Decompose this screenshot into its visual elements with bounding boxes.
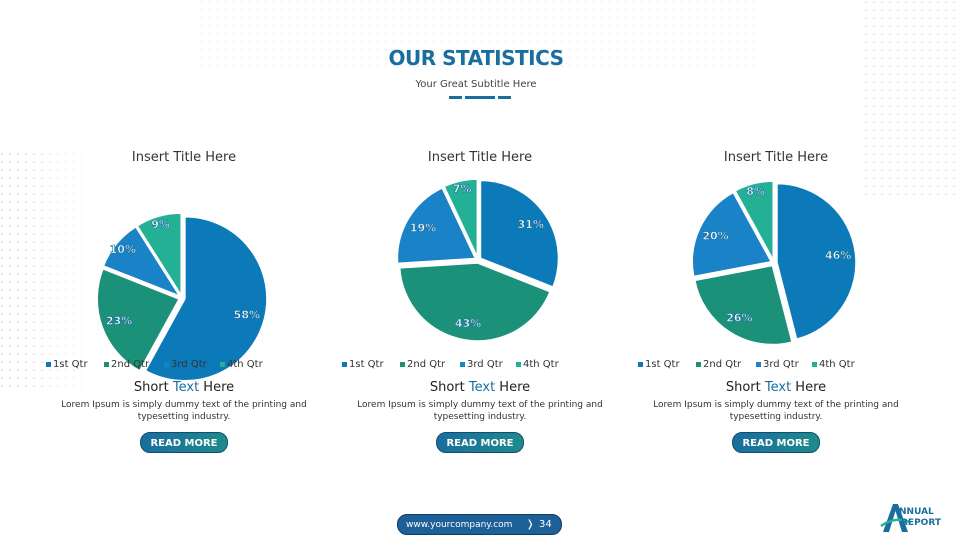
legend-swatch xyxy=(104,361,109,367)
legend-label: 2nd Qtr xyxy=(407,359,446,370)
title-underline-right xyxy=(498,96,511,99)
pie-slice xyxy=(144,215,268,382)
pie-slice xyxy=(734,180,775,261)
legend-swatch xyxy=(46,361,51,367)
legend-label: 3rd Qtr xyxy=(467,359,503,370)
legend-item: 4th Qtr xyxy=(516,359,559,370)
legend-item: 2nd Qtr xyxy=(696,359,741,370)
legend-item: 1st Qtr xyxy=(342,359,384,370)
pie-chart-3: 46% 26% 20% 8% xyxy=(691,180,857,346)
pie-chart-2: 31% 43% 19% 7% xyxy=(396,178,560,342)
stat-panel-3: Insert Title Here 46% 26% 20% 8% 1st Qtr 2nd… xyxy=(626,150,926,460)
panel-description: Lorem Ipsum is simply dummy text of the … xyxy=(61,400,307,422)
legend-swatch xyxy=(638,361,643,367)
legend-item: 3rd Qtr xyxy=(756,359,799,370)
legend-swatch xyxy=(696,361,701,367)
legend-swatch xyxy=(220,361,225,367)
legend-label: 4th Qtr xyxy=(227,359,263,370)
pie-slice xyxy=(479,179,560,289)
footer-bar: www.yourcompany.com ❭ 34 xyxy=(397,514,562,535)
data-label: 23% xyxy=(106,315,132,328)
legend-item: 1st Qtr xyxy=(46,359,88,370)
data-label: 19% xyxy=(410,222,436,235)
pie-slice xyxy=(691,191,773,278)
legend-label: 2nd Qtr xyxy=(703,359,742,370)
stat-panel-1: Insert Title Here 58% 23% 10% 9% 1st Qtr 2nd… xyxy=(34,150,334,460)
legend-label: 1st Qtr xyxy=(645,359,680,370)
panel-description: Lorem Ipsum is simply dummy text of the … xyxy=(653,400,899,422)
chevron-right-icon: ❭ xyxy=(526,519,535,530)
pie-slice xyxy=(443,178,479,258)
legend-label: 1st Qtr xyxy=(53,359,88,370)
legend-swatch xyxy=(812,361,817,367)
pie-slice xyxy=(398,262,552,342)
data-label: 43% xyxy=(455,317,481,330)
data-label: 7% xyxy=(453,183,472,196)
page-title: OUR STATISTICS xyxy=(388,46,564,70)
logo-text-line1: NNUAL xyxy=(899,507,934,517)
legend-item: 4th Qtr xyxy=(812,359,855,370)
data-label: 20% xyxy=(702,229,728,242)
chart-title: Insert Title Here xyxy=(723,150,829,165)
legend-item: 2nd Qtr xyxy=(104,359,149,370)
pie-slice xyxy=(776,182,857,341)
legend-swatch xyxy=(342,361,347,367)
chart-title: Insert Title Here xyxy=(427,150,533,165)
legend-label: 3rd Qtr xyxy=(763,359,799,370)
panel-heading: Short Text Here xyxy=(133,380,235,395)
read-more-button[interactable]: READ MORE xyxy=(140,432,228,453)
logo-a-icon xyxy=(880,504,910,532)
legend-item: 1st Qtr xyxy=(638,359,680,370)
pie-slice xyxy=(136,212,182,298)
pie-slice xyxy=(396,186,477,265)
data-label: 8% xyxy=(746,185,765,198)
pie-slice xyxy=(102,225,182,298)
chart-title: Insert Title Here xyxy=(131,150,237,165)
annual-report-logo: NNUAL REPORT xyxy=(880,498,955,536)
panel-description: Lorem Ipsum is simply dummy text of the … xyxy=(357,400,603,422)
legend-label: 2nd Qtr xyxy=(111,359,150,370)
pie-slice xyxy=(693,264,793,346)
stat-panel-2: Insert Title Here 31% 43% 19% 7% 1st Qtr 2nd… xyxy=(330,150,630,460)
page-subtitle: Your Great Subtitle Here xyxy=(415,79,537,90)
data-label: 9% xyxy=(151,218,170,231)
data-label: 10% xyxy=(110,243,136,256)
data-label: 26% xyxy=(726,312,752,325)
legend-swatch xyxy=(400,361,405,367)
title-underline-center xyxy=(465,96,495,99)
website-link[interactable]: www.yourcompany.com xyxy=(406,520,513,530)
data-label: 46% xyxy=(825,249,851,262)
legend-label: 4th Qtr xyxy=(819,359,855,370)
legend-item: 2nd Qtr xyxy=(400,359,445,370)
read-more-button[interactable]: READ MORE xyxy=(436,432,524,453)
legend-label: 4th Qtr xyxy=(523,359,559,370)
legend-swatch xyxy=(756,361,761,367)
legend-item: 4th Qtr xyxy=(220,359,263,370)
chart-legend: 1st Qtr 2nd Qtr 3rd Qtr 4th Qtr xyxy=(330,359,630,373)
legend-label: 3rd Qtr xyxy=(171,359,207,370)
chart-legend: 1st Qtr 2nd Qtr 3rd Qtr 4th Qtr xyxy=(626,359,926,373)
logo-text-line2: REPORT xyxy=(901,518,941,528)
legend-swatch xyxy=(164,361,169,367)
legend-item: 3rd Qtr xyxy=(164,359,207,370)
panel-heading: Short Text Here xyxy=(725,380,827,395)
panel-heading: Short Text Here xyxy=(429,380,531,395)
pie-chart-1: 58% 23% 10% 9% xyxy=(96,212,268,382)
chart-legend: 1st Qtr 2nd Qtr 3rd Qtr 4th Qtr xyxy=(34,359,334,373)
legend-label: 1st Qtr xyxy=(349,359,384,370)
legend-item: 3rd Qtr xyxy=(460,359,503,370)
pie-slice xyxy=(96,267,181,372)
page-number: 34 xyxy=(539,519,552,530)
read-more-button[interactable]: READ MORE xyxy=(732,432,820,453)
title-underline-left xyxy=(449,96,462,99)
data-label: 31% xyxy=(518,218,544,231)
data-label: 58% xyxy=(234,309,260,322)
legend-swatch xyxy=(516,361,521,367)
legend-swatch xyxy=(460,361,465,367)
